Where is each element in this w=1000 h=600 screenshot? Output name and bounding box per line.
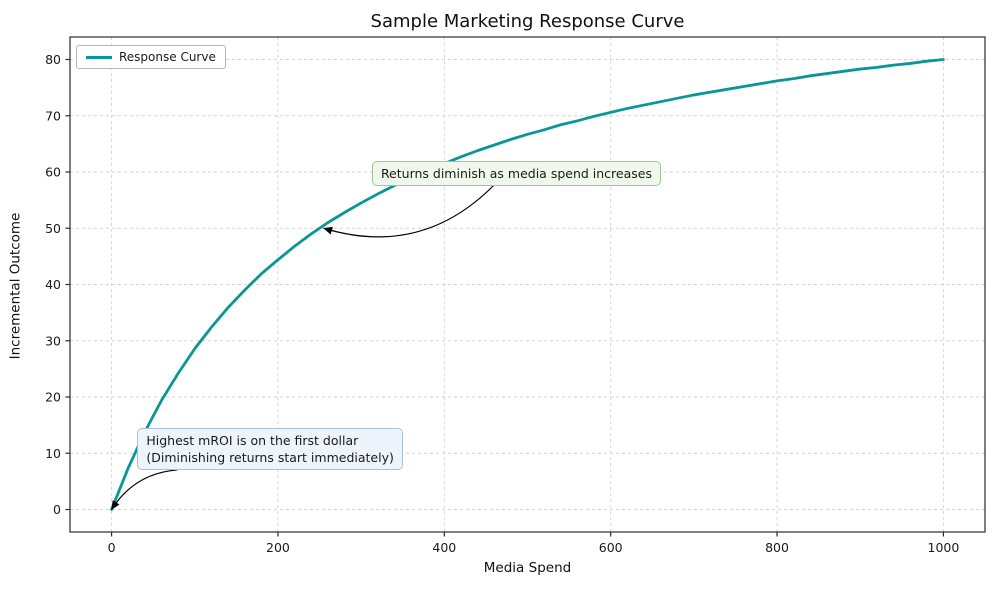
legend-label: Response Curve	[119, 50, 216, 64]
y-tick-label: 60	[45, 165, 61, 180]
annotation-highest-mroi-line-2: (Diminishing returns start immediately)	[146, 449, 394, 465]
y-tick-label: 50	[45, 221, 61, 236]
y-tick-label: 40	[45, 277, 61, 292]
annotation-highest-mroi-line-1: Highest mROI is on the first dollar	[146, 432, 359, 448]
annotation-diminishing-returns: Returns diminish as media spend increase…	[371, 160, 661, 186]
x-tick-label: 600	[599, 540, 623, 555]
y-axis-label: Incremental Outcome	[7, 212, 24, 360]
x-tick-label: 800	[765, 540, 789, 555]
annotation-diminishing-returns-text: Returns diminish as media spend increase…	[380, 165, 652, 181]
annotation-arrow-highest-mroi	[111, 469, 178, 510]
annotation-highest-mroi: Highest mROI is on the first dollar (Dim…	[137, 427, 403, 470]
y-tick-label: 30	[45, 333, 61, 348]
y-tick-label: 80	[45, 52, 61, 67]
y-tick-label: 20	[45, 390, 61, 405]
response-curve-line	[110, 58, 945, 511]
y-tick-label: 0	[53, 502, 61, 517]
x-tick-label: 1000	[928, 540, 960, 555]
legend-line-sample	[86, 55, 112, 59]
x-axis-label: Media Spend	[483, 560, 572, 576]
legend: Response Curve	[76, 45, 226, 69]
x-tick-label: 400	[432, 540, 456, 555]
chart-title: Sample Marketing Response Curve	[370, 11, 685, 32]
annotation-arrow-diminishing-returns	[323, 185, 494, 238]
x-tick-label: 0	[108, 540, 116, 555]
y-tick-label: 10	[45, 446, 61, 461]
x-tick-label: 200	[266, 540, 290, 555]
y-tick-label: 70	[45, 108, 61, 123]
